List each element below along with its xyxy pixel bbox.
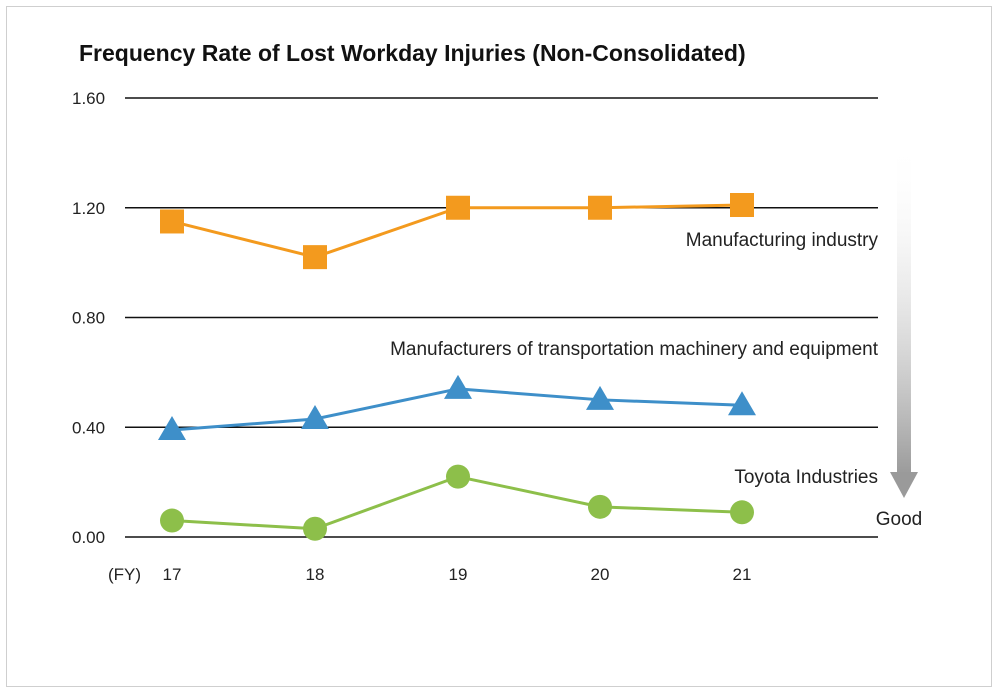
data-point-triangle <box>158 415 186 440</box>
good-annotation: Good <box>876 509 922 530</box>
series-label: Manufacturing industry <box>686 230 879 251</box>
good-arrow-head <box>890 472 918 498</box>
data-point-circle <box>303 516 327 541</box>
x-axis-prefix: (FY) <box>108 565 141 584</box>
data-point-triangle <box>444 374 472 399</box>
data-point-square <box>160 209 184 234</box>
y-tick-label: 0.00 <box>72 528 105 547</box>
x-tick-label: 20 <box>591 565 610 584</box>
data-point-triangle <box>728 391 756 416</box>
data-point-circle <box>730 500 754 525</box>
series-label: Manufacturers of transportation machiner… <box>390 339 879 360</box>
chart-title: Frequency Rate of Lost Workday Injuries … <box>79 40 746 66</box>
y-tick-label: 1.60 <box>72 89 105 108</box>
data-point-triangle <box>301 405 329 430</box>
x-tick-label: 18 <box>306 565 325 584</box>
series-label: Toyota Industries <box>734 467 878 488</box>
y-tick-label: 1.20 <box>72 199 105 218</box>
x-tick-label: 19 <box>449 565 468 584</box>
data-point-triangle <box>586 385 614 410</box>
data-point-circle <box>160 508 184 533</box>
data-point-circle <box>588 494 612 519</box>
data-point-square <box>303 245 327 270</box>
data-point-circle <box>446 464 470 489</box>
y-tick-label: 0.40 <box>72 418 105 437</box>
data-point-square <box>446 195 470 220</box>
data-point-square <box>730 193 754 218</box>
y-tick-label: 0.80 <box>72 309 105 328</box>
chart-frame: Frequency Rate of Lost Workday Injuries … <box>6 6 992 687</box>
x-tick-label: 17 <box>163 565 182 584</box>
data-point-square <box>588 195 612 220</box>
good-arrow-shaft <box>897 140 911 475</box>
x-tick-label: 21 <box>733 565 752 584</box>
